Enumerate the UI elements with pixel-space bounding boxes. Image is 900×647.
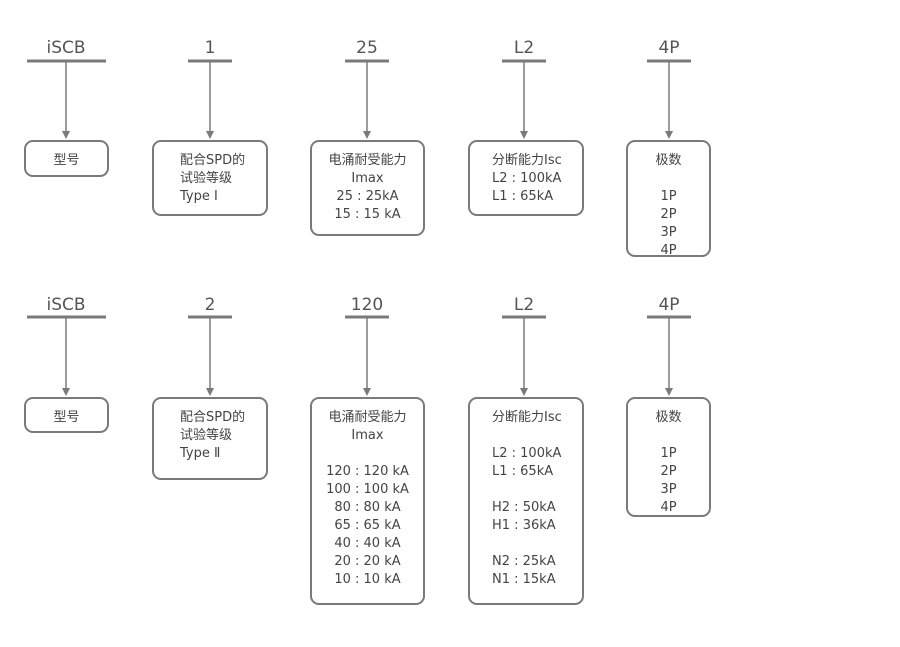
model-box: 型号 xyxy=(24,397,109,433)
box-text-line xyxy=(628,170,709,188)
box-text-line: 配合SPD的 xyxy=(180,410,246,425)
box-text-line: 65 : 65 kA xyxy=(334,518,401,533)
box-text-line: 4P xyxy=(660,500,677,515)
poles-box: 极数 1P 2P 3P 4P xyxy=(626,140,711,258)
arrow-head-icon xyxy=(520,131,528,139)
spd-test-class-code: 2 xyxy=(204,295,216,315)
box-text-line: H2 : 50kA xyxy=(492,500,556,515)
box-text-line xyxy=(470,481,582,499)
poles-box: 极数 1P 2P 3P 4P xyxy=(626,397,711,517)
box-text-line: L1 : 65kA xyxy=(492,464,554,479)
box-text-line xyxy=(470,427,582,445)
box-text-line: 试验等级 xyxy=(180,428,233,443)
box-text-line: 2P xyxy=(660,207,677,222)
arrow-head-icon xyxy=(363,388,371,396)
box-text-line xyxy=(470,535,582,553)
box-text-line: N2 : 25kA xyxy=(492,554,556,569)
box-text-line: 1P xyxy=(660,446,677,461)
spd-test-class-box: 配合SPD的 试验等级 Type Ⅰ xyxy=(152,140,268,216)
box-text-line: 分断能力Isc xyxy=(492,153,562,168)
breaking-capacity-box: 分断能力Isc L2 : 100kA L1 : 65kA H2 : 50kA H1 : … xyxy=(468,397,584,605)
arrow-head-icon xyxy=(62,131,70,139)
box-text-line: 极数 xyxy=(655,410,682,425)
box-text-line: 10 : 10 kA xyxy=(334,572,401,587)
box-text-line: 3P xyxy=(660,225,677,240)
box-text-line: Type Ⅰ xyxy=(180,189,218,204)
surge-capacity-code: 25 xyxy=(356,38,378,58)
box-text-line: L1 : 65kA xyxy=(492,189,554,204)
box-text-line: 40 : 40 kA xyxy=(334,536,401,551)
arrow-head-icon xyxy=(520,388,528,396)
box-text-line: 4P xyxy=(660,243,677,258)
model-code: iSCB xyxy=(46,38,86,58)
box-text-line: 2P xyxy=(660,464,677,479)
box-text-line: 25 : 25kA xyxy=(336,189,399,204)
surge-capacity-code: 120 xyxy=(350,295,384,315)
box-text-line: 配合SPD的 xyxy=(180,153,246,168)
box-text-line: 15 : 15 kA xyxy=(334,207,401,222)
surge-capacity-box: 电涌耐受能力 Imax 25 : 25kA 15 : 15 kA xyxy=(310,140,425,236)
box-text-line: Imax xyxy=(351,171,384,186)
spd-test-class-box: 配合SPD的 试验等级 Type Ⅱ xyxy=(152,397,268,480)
box-text-line: H1 : 36kA xyxy=(492,518,556,533)
model-code: iSCB xyxy=(46,295,86,315)
poles-code: 4P xyxy=(658,295,680,315)
box-text-line: Type Ⅱ xyxy=(180,446,221,461)
arrow-head-icon xyxy=(206,131,214,139)
box-text-line: 分断能力Isc xyxy=(492,410,562,425)
breaking-capacity-code: L2 xyxy=(513,295,535,315)
box-text-line: Imax xyxy=(351,428,384,443)
breaking-capacity-box: 分断能力Isc L2 : 100kA L1 : 65kA xyxy=(468,140,584,216)
spd-test-class-code: 1 xyxy=(204,38,216,58)
arrow-head-icon xyxy=(665,388,673,396)
breaking-capacity-code: L2 xyxy=(513,38,535,58)
box-text-line: 1P xyxy=(660,189,677,204)
box-text-line: 3P xyxy=(660,482,677,497)
box-text-line: L2 : 100kA xyxy=(492,171,562,186)
box-text-line: N1 : 15kA xyxy=(492,572,556,587)
box-text-line: 型号 xyxy=(53,410,80,425)
box-text-line xyxy=(312,445,423,463)
box-text-line: 100 : 100 kA xyxy=(326,482,409,497)
arrow-head-icon xyxy=(206,388,214,396)
arrow-head-icon xyxy=(363,131,371,139)
box-text-line: L2 : 100kA xyxy=(492,446,562,461)
surge-capacity-box: 电涌耐受能力 Imax 120 : 120 kA 100 : 100 kA 80 : 8… xyxy=(310,397,425,605)
box-text-line: 120 : 120 kA xyxy=(326,464,409,479)
box-text-line: 极数 xyxy=(655,153,682,168)
poles-code: 4P xyxy=(658,38,680,58)
arrow-head-icon xyxy=(665,131,673,139)
box-text-line: 型号 xyxy=(53,153,80,168)
box-text-line: 20 : 20 kA xyxy=(334,554,401,569)
box-text-line: 试验等级 xyxy=(180,171,233,186)
box-text-line: 电涌耐受能力 xyxy=(328,153,407,168)
box-text-line: 电涌耐受能力 xyxy=(328,410,407,425)
model-box: 型号 xyxy=(24,140,109,177)
box-text-line: 80 : 80 kA xyxy=(334,500,401,515)
arrow-head-icon xyxy=(62,388,70,396)
box-text-line xyxy=(628,427,709,445)
